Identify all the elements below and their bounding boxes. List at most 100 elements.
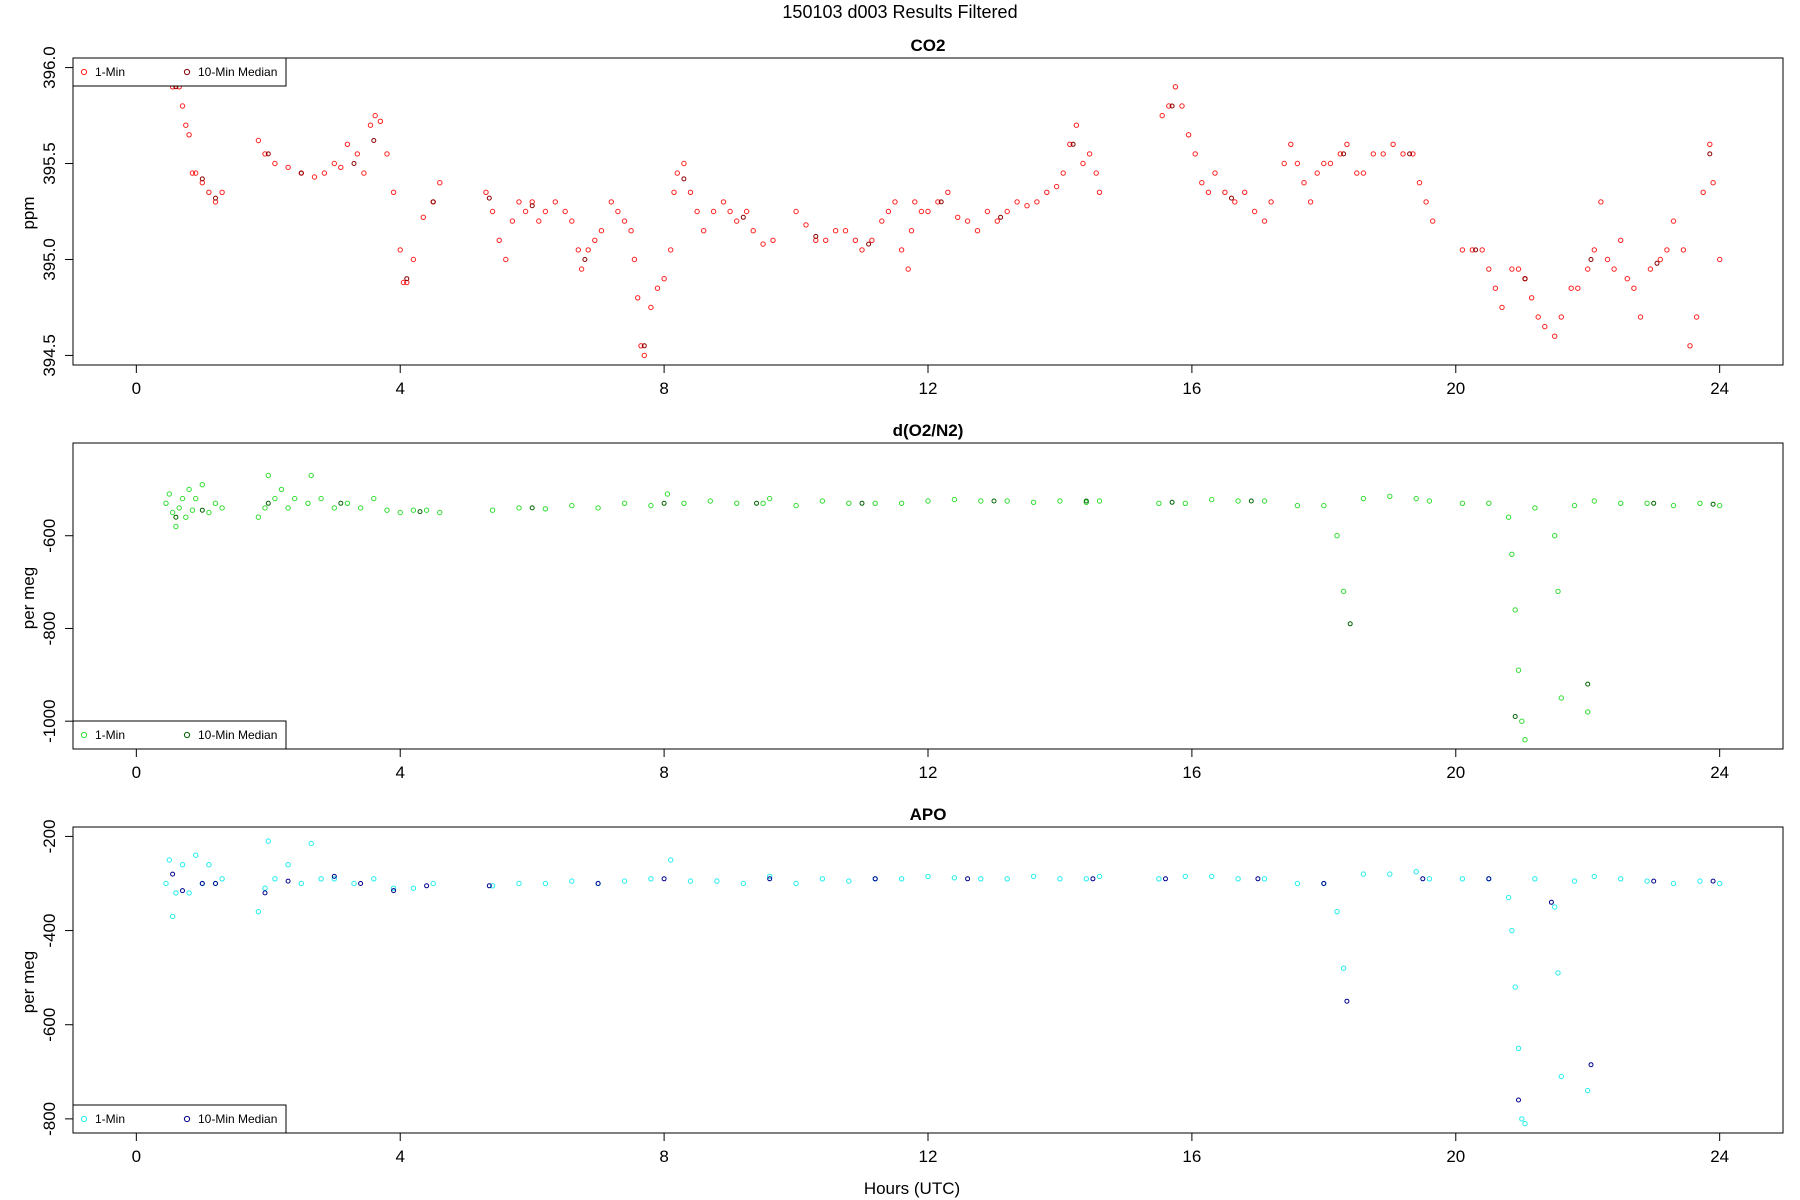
apo-y-tick-label: -800 xyxy=(40,1102,59,1136)
apo-title: APO xyxy=(910,805,947,824)
co2-one-min-point xyxy=(1044,189,1050,196)
o2n2-median-point xyxy=(991,498,997,504)
apo-one-min-point xyxy=(1004,876,1010,882)
co2-one-min-point xyxy=(918,208,925,215)
co2-one-min-point xyxy=(1086,151,1093,157)
apo-median-point xyxy=(1516,1097,1521,1103)
co2-one-min-point xyxy=(1179,103,1185,109)
co2-one-min-point xyxy=(615,208,621,215)
apo-one-min-point xyxy=(410,885,417,891)
co2-one-min-point xyxy=(648,304,654,311)
co2-one-min-point xyxy=(562,208,568,215)
apo-one-min-point xyxy=(516,880,522,887)
co2-one-min-point xyxy=(1575,285,1581,291)
apo-one-min-point xyxy=(1512,984,1518,990)
apo-one-min-point xyxy=(265,838,271,844)
o2n2-y-tick-label: -1000 xyxy=(40,699,59,742)
co2-one-min-point xyxy=(1067,141,1073,148)
co2-one-min-point xyxy=(674,170,680,176)
o2n2-median-point xyxy=(265,500,271,506)
o2n2-one-min-point xyxy=(199,482,206,488)
co2-one-min-point xyxy=(681,160,687,167)
apo-median-point xyxy=(661,876,667,882)
apo-one-min-point xyxy=(298,880,304,887)
co2-one-min-point xyxy=(1390,141,1396,148)
apo-one-min-point xyxy=(1360,871,1367,877)
co2-one-min-point xyxy=(1509,266,1515,272)
apo-one-min-point xyxy=(1182,873,1189,880)
apo-one-min-point xyxy=(1558,1073,1565,1080)
o2n2-legend: 1-Min 10-Min Median xyxy=(72,720,287,750)
co2-median-point xyxy=(641,343,647,349)
co2-one-min-point xyxy=(727,208,733,215)
o2n2-one-min-point xyxy=(1532,505,1538,511)
co2-one-min-point xyxy=(1657,256,1664,263)
o2n2-one-min-point xyxy=(1057,498,1063,504)
o2n2-one-min-point xyxy=(898,500,905,506)
o2n2-one-min-point xyxy=(308,472,314,479)
o2n2-one-min-point xyxy=(384,507,390,513)
co2-one-min-point xyxy=(885,208,892,215)
co2-one-min-point xyxy=(400,279,407,286)
co2-one-min-point xyxy=(372,112,378,119)
co2-one-min-point xyxy=(1053,183,1060,190)
co2-x-tick-label: 0 xyxy=(132,379,141,398)
co2-one-min-point xyxy=(743,208,750,215)
o2n2-median-point xyxy=(417,509,423,515)
co2-x-tick-label: 8 xyxy=(659,379,668,398)
co2-one-min-point xyxy=(668,247,674,253)
o2n2-one-min-point xyxy=(664,491,671,497)
co2-plot-frame xyxy=(72,57,1784,366)
co2-one-min-point xyxy=(994,218,1000,224)
o2n2-one-min-point xyxy=(1096,498,1103,504)
co2-median-point xyxy=(213,195,218,201)
o2n2-one-min-point xyxy=(163,500,169,506)
co2-one-min-point xyxy=(1637,314,1644,320)
co2-one-min-point xyxy=(1185,132,1192,138)
apo-x-tick-label: 4 xyxy=(395,1147,404,1166)
co2-legend-one-min-marker xyxy=(80,68,88,76)
co2-one-min-point xyxy=(331,160,337,167)
o2n2-one-min-point xyxy=(1426,498,1433,504)
co2-one-min-point xyxy=(598,228,605,234)
o2n2-one-min-point xyxy=(951,496,958,503)
co2-one-min-point xyxy=(750,228,756,234)
co2-one-min-point xyxy=(585,247,591,253)
co2-one-min-point xyxy=(638,343,644,349)
apo-one-min-point xyxy=(1670,880,1677,887)
co2-median-point xyxy=(1407,151,1413,157)
apo-one-min-point xyxy=(1413,869,1419,875)
co2-one-min-point xyxy=(1515,266,1522,272)
co2-one-min-point xyxy=(701,228,707,234)
o2n2-one-min-point xyxy=(397,509,403,516)
apo-x-tick-label: 12 xyxy=(919,1147,938,1166)
co2-one-min-point xyxy=(410,256,417,263)
co2-one-min-point xyxy=(1314,170,1320,176)
o2n2-x-tick-label: 16 xyxy=(1182,763,1201,782)
co2-one-min-point xyxy=(1093,170,1099,176)
co2-one-min-point xyxy=(1073,122,1080,128)
o2n2-median-point xyxy=(1248,498,1254,504)
co2-one-min-point xyxy=(945,189,951,196)
o2n2-one-min-point xyxy=(621,500,628,506)
co2-one-min-point xyxy=(898,247,905,253)
co2-one-min-point xyxy=(905,266,911,272)
apo-one-min-point xyxy=(371,876,377,882)
co2-one-min-point xyxy=(1232,199,1238,205)
co2-one-min-point xyxy=(1535,314,1541,320)
co2-one-min-point xyxy=(803,222,809,228)
apo-one-min-point xyxy=(819,876,826,882)
o2n2-one-min-point xyxy=(189,507,196,513)
apo-one-min-point xyxy=(351,880,357,887)
apo-one-min-point xyxy=(1509,927,1515,934)
co2-one-min-point xyxy=(892,199,898,205)
co2-legend-one-min-label: 1-Min xyxy=(95,65,125,79)
co2-one-min-point xyxy=(635,295,641,301)
apo-one-min-point xyxy=(714,878,720,884)
co2-one-min-point xyxy=(503,256,509,263)
co2-one-min-point xyxy=(592,237,598,244)
co2-legend-median-label: 10-Min Median xyxy=(198,65,277,79)
o2n2-median-point xyxy=(173,514,179,520)
co2-one-min-point xyxy=(1707,141,1713,148)
o2n2-median-point xyxy=(1083,498,1089,504)
